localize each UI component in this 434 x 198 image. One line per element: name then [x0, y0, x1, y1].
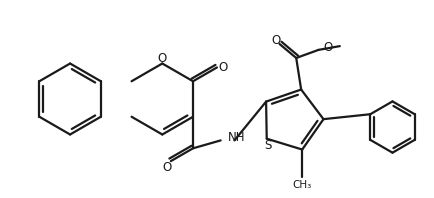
Text: NH: NH: [227, 131, 245, 144]
Text: CH₃: CH₃: [293, 180, 312, 190]
Text: O: O: [162, 161, 171, 173]
Text: O: O: [158, 52, 167, 65]
Text: O: O: [323, 41, 332, 54]
Text: S: S: [264, 139, 271, 152]
Text: O: O: [218, 61, 227, 74]
Text: O: O: [271, 34, 280, 47]
